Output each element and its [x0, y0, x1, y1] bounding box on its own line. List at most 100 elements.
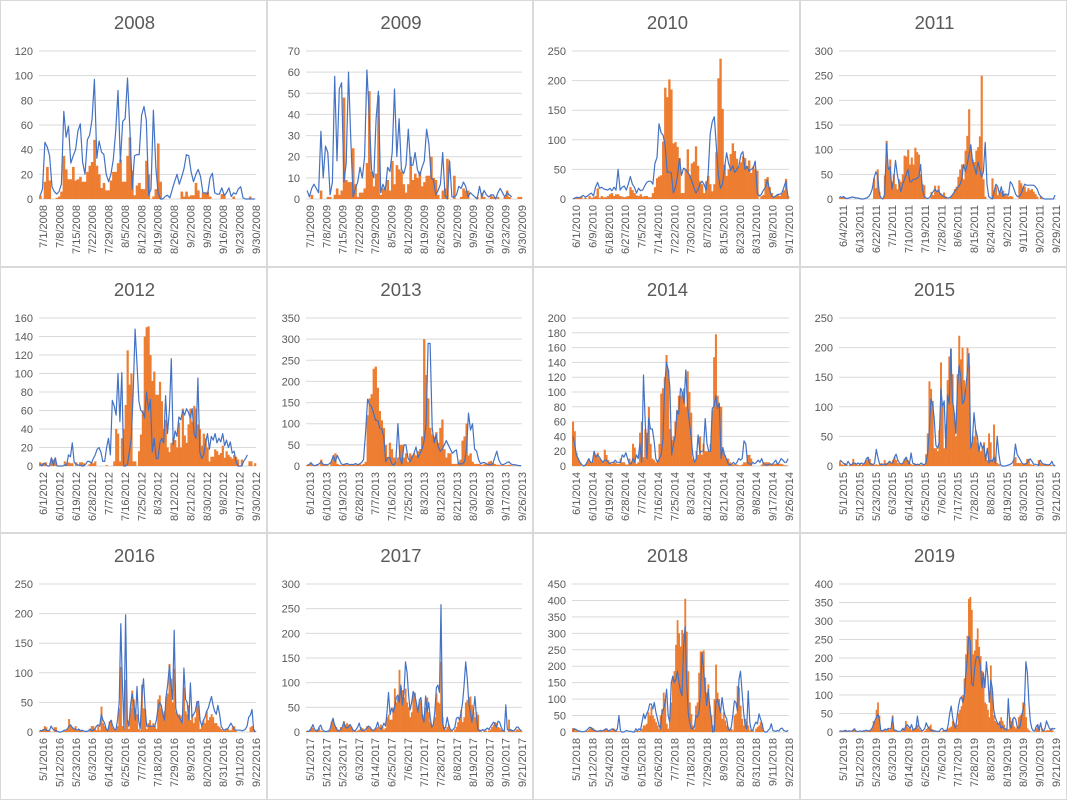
bar: [483, 197, 486, 199]
bar: [1008, 197, 1010, 199]
x-tick-label: 8/30/2012: [202, 472, 214, 521]
x-tick-label: 8/3/2014: [686, 472, 698, 515]
bar: [397, 458, 399, 466]
bar: [733, 465, 735, 466]
bar: [778, 464, 780, 466]
bar: [1024, 187, 1026, 199]
bar: [780, 464, 782, 466]
x-tick-label: 7/17/2015: [953, 472, 965, 521]
x-tick-label: 8/20/2016: [202, 738, 214, 787]
bar: [633, 193, 635, 199]
x-tick-label: 6/25/2019: [920, 738, 932, 787]
chart-title: 2010: [647, 12, 688, 33]
bar: [685, 407, 687, 466]
bar: [623, 197, 625, 199]
x-tick-label: 6/1/2010: [571, 205, 583, 248]
y-tick-label: 300: [548, 628, 566, 640]
bar: [1009, 196, 1011, 199]
y-tick-label: 100: [282, 419, 300, 431]
bar: [506, 465, 508, 466]
y-tick-label: 0: [560, 194, 566, 206]
bar: [738, 166, 740, 199]
x-tick-label: 5/23/2019: [871, 738, 883, 787]
x-tick-label: 7/22/2008: [87, 205, 99, 254]
bar: [668, 79, 670, 199]
x-tick-label: 9/23/2008: [235, 205, 247, 254]
x-tick-label: 7/16/2013: [387, 472, 399, 521]
bar: [79, 177, 82, 199]
bar: [618, 731, 620, 732]
bar: [357, 197, 360, 199]
bar: [666, 97, 668, 199]
bar: [875, 188, 877, 199]
x-tick-label: 6/28/2014: [620, 472, 632, 521]
bar: [405, 453, 407, 466]
x-tick-label: 9/10/2015: [1035, 472, 1047, 521]
y-tick-label: 100: [815, 145, 833, 157]
y-tick-label: 10: [288, 173, 300, 185]
x-tick-label: 9/11/2018: [768, 738, 780, 786]
bar: [708, 451, 710, 466]
bar: [88, 464, 90, 466]
bar: [188, 197, 191, 199]
x-tick-label: 6/3/2015: [887, 472, 899, 515]
y-tick-label: 300: [282, 334, 300, 346]
bar: [340, 191, 343, 199]
y-tick-label: 100: [15, 71, 33, 83]
bar: [697, 455, 699, 466]
x-tick-label: 7/1/2011: [887, 205, 899, 247]
x-tick-label: 7/7/2016: [136, 738, 148, 781]
x-tick-label: 5/1/2016: [38, 738, 50, 781]
bar: [1030, 731, 1032, 732]
bar: [701, 184, 703, 199]
bar: [467, 455, 469, 466]
y-tick-label: 150: [815, 120, 833, 132]
x-tick-label: 9/21/2017: [517, 738, 529, 787]
bar: [329, 197, 332, 199]
bar: [67, 179, 70, 199]
bar: [350, 182, 353, 199]
bar: [168, 452, 170, 466]
bar: [642, 197, 644, 199]
bar: [182, 409, 184, 466]
bar: [180, 448, 182, 467]
bar: [112, 172, 115, 199]
x-tick-label: 8/19/2008: [153, 205, 165, 254]
bar: [655, 462, 657, 466]
bar: [361, 465, 363, 466]
bar: [338, 465, 340, 466]
bar: [187, 424, 189, 466]
bar: [86, 172, 89, 199]
y-tick-label: 50: [21, 697, 33, 709]
bar: [437, 195, 440, 199]
bar: [621, 462, 623, 466]
bar: [520, 197, 523, 199]
x-tick-label: 8/15/2010: [719, 205, 731, 254]
x-tick-label: 6/9/2010: [587, 205, 599, 248]
y-tick-label: 80: [21, 387, 33, 399]
bar: [377, 388, 379, 466]
x-tick-label: 7/1/2009: [305, 205, 317, 248]
bar: [498, 465, 500, 466]
x-tick-label: 8/30/2015: [1018, 472, 1030, 521]
x-tick-label: 6/14/2017: [370, 738, 382, 787]
bar: [704, 451, 706, 466]
bar: [391, 161, 394, 199]
x-tick-label: 7/6/2019: [936, 738, 948, 781]
bar: [216, 451, 218, 466]
bar: [58, 197, 61, 199]
bar: [508, 465, 510, 466]
bar: [403, 184, 406, 199]
bar: [462, 188, 465, 199]
bar: [932, 195, 934, 199]
bar: [1034, 194, 1036, 199]
bar: [1029, 190, 1031, 199]
bar: [152, 197, 155, 199]
x-tick-label: 7/29/2009: [370, 205, 382, 254]
y-tick-label: 200: [15, 609, 33, 621]
